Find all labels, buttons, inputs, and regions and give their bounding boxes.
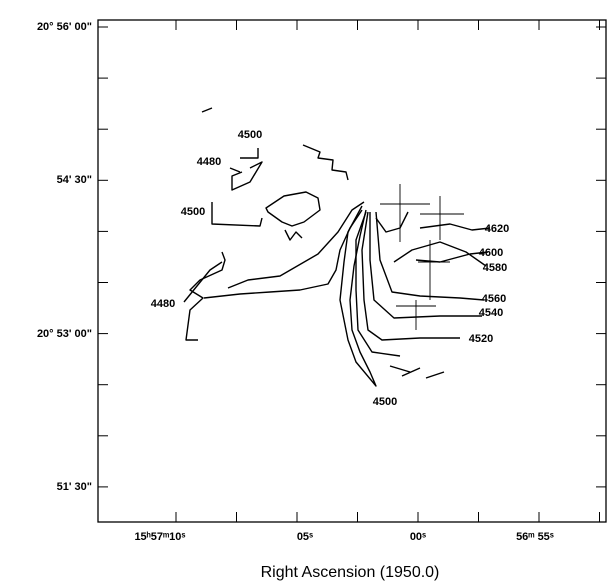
contour-label: 4580: [483, 262, 507, 274]
contour-line: [211, 202, 303, 241]
contour-line: [389, 365, 445, 379]
contour-label: 4540: [479, 307, 503, 319]
contour-line: [369, 212, 482, 319]
contour-line: [201, 107, 213, 113]
x-tick-label: 15ʰ57ᵐ10ˢ: [134, 531, 185, 543]
y-tick-label: 20° 56' 00": [37, 21, 92, 33]
contour-line: [355, 211, 401, 357]
contour-line: [339, 205, 377, 387]
contour-line: [265, 191, 321, 227]
contour-line: [183, 261, 223, 303]
contour-label: 4500: [373, 396, 397, 408]
contour-label: 4480: [151, 298, 175, 310]
contour-line: [375, 211, 485, 301]
tick-marks: [98, 20, 606, 522]
y-tick-label: 20° 53' 00": [37, 328, 92, 340]
contour-line: [229, 167, 241, 173]
contour-label: 4520: [469, 333, 493, 345]
marker-cross: [380, 184, 464, 330]
x-tick-label: 00ˢ: [410, 531, 426, 543]
y-tick-label: 54' 30": [57, 174, 92, 186]
contour-label: 4560: [482, 293, 506, 305]
contour-line: [375, 211, 487, 267]
contour-line: [185, 209, 363, 341]
plot-frame: [97, 19, 607, 523]
contour-label: 4480: [197, 156, 221, 168]
contour-label: 4600: [479, 247, 503, 259]
contour-label: 4620: [485, 223, 509, 235]
contour-line: [227, 201, 365, 289]
x-axis-title: Right Ascension (1950.0): [261, 564, 440, 581]
contour-line: [415, 223, 491, 263]
contour-label: 4500: [238, 129, 262, 141]
x-tick-label: 05ˢ: [297, 531, 313, 543]
y-tick-label: 51' 30": [57, 481, 92, 493]
contours: [183, 107, 491, 387]
contour-label: 4500: [181, 206, 205, 218]
contour-line: [231, 148, 263, 191]
x-tick-label: 56ᵐ 55ˢ: [516, 531, 554, 543]
contour-line: [361, 211, 460, 341]
contour-line: [302, 144, 349, 181]
